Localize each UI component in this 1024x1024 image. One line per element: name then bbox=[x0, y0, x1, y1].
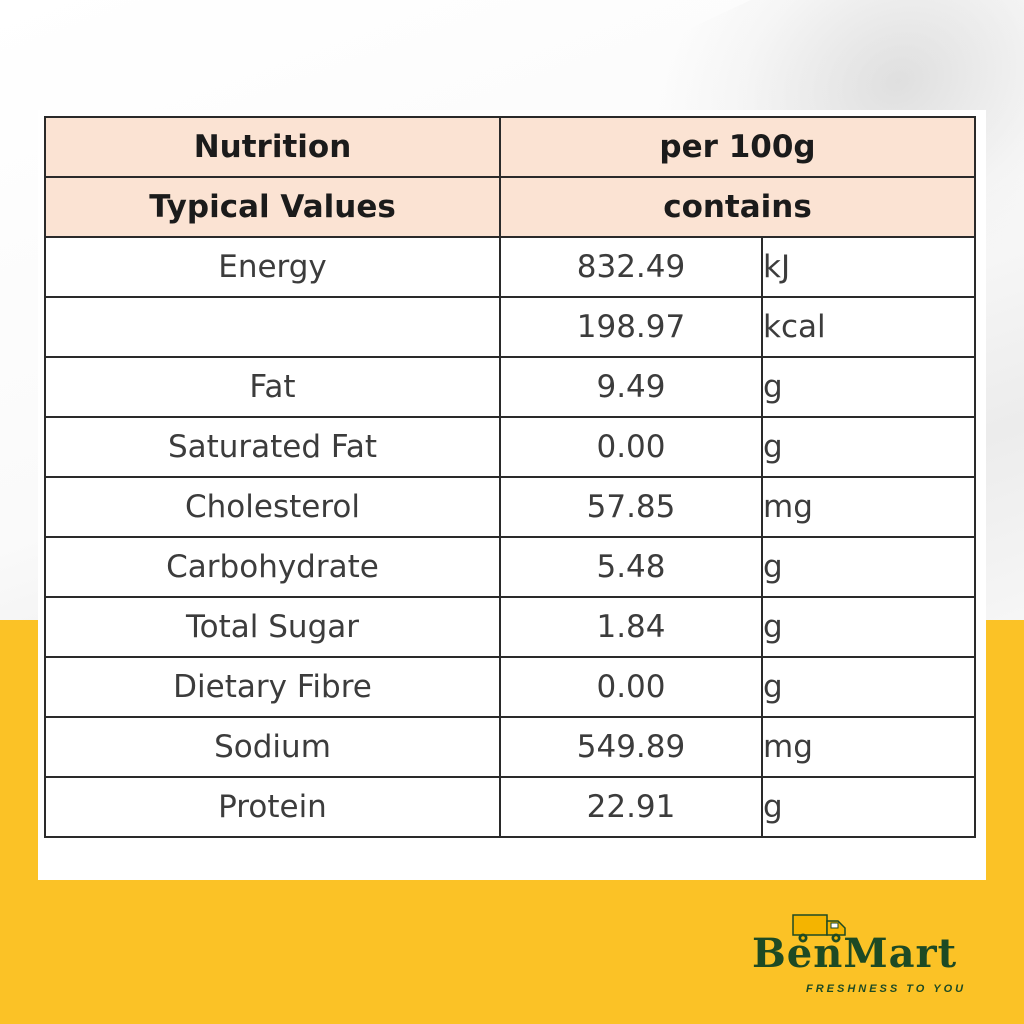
nutrient-name: Saturated Fat bbox=[44, 416, 501, 478]
table-row: Sodium 549.89 mg bbox=[44, 716, 977, 778]
header-per-100g: per 100g bbox=[498, 116, 977, 178]
nutrient-unit: g bbox=[760, 536, 977, 598]
nutrient-name: Fat bbox=[44, 356, 501, 418]
nutrient-unit: kcal bbox=[760, 296, 977, 358]
table-row: Energy 832.49 kJ bbox=[44, 236, 977, 298]
nutrient-unit: mg bbox=[760, 476, 977, 538]
nutrient-value: 57.85 bbox=[499, 476, 763, 538]
benmart-logo: BenMart FRESHNESS TO YOU bbox=[752, 910, 1002, 1010]
table-row: Dietary Fibre 0.00 g bbox=[44, 656, 977, 718]
nutrient-value: 549.89 bbox=[499, 716, 763, 778]
nutrient-value: 22.91 bbox=[499, 776, 763, 838]
table-header-row: Nutrition per 100g bbox=[44, 116, 977, 178]
brand-tagline: FRESHNESS TO YOU bbox=[806, 983, 967, 995]
nutrient-value: 832.49 bbox=[499, 236, 763, 298]
table-row: Cholesterol 57.85 mg bbox=[44, 476, 977, 538]
nutrient-value: 0.00 bbox=[499, 656, 763, 718]
nutrient-name: Energy bbox=[44, 236, 501, 298]
nutrient-unit: mg bbox=[760, 716, 977, 778]
nutrient-name: Protein bbox=[44, 776, 501, 838]
nutrient-unit: g bbox=[760, 776, 977, 838]
nutrient-value: 198.97 bbox=[499, 296, 763, 358]
nutrient-unit: g bbox=[760, 356, 977, 418]
header-nutrition: Nutrition bbox=[44, 116, 501, 178]
nutrient-name: Total Sugar bbox=[44, 596, 501, 658]
nutrition-table: Nutrition per 100g Typical Values contai… bbox=[44, 116, 977, 838]
nutrient-value: 1.84 bbox=[499, 596, 763, 658]
table-row: Saturated Fat 0.00 g bbox=[44, 416, 977, 478]
nutrient-unit: g bbox=[760, 416, 977, 478]
table-row: Protein 22.91 g bbox=[44, 776, 977, 838]
nutrient-unit: g bbox=[760, 596, 977, 658]
brand-name: BenMart bbox=[752, 930, 958, 977]
nutrient-name: Dietary Fibre bbox=[44, 656, 501, 718]
header-contains: contains bbox=[498, 176, 977, 238]
table-body: Energy 832.49 kJ 198.97 kcal Fat 9.49 g … bbox=[44, 236, 977, 838]
nutrient-unit: g bbox=[760, 656, 977, 718]
table-header-row: Typical Values contains bbox=[44, 176, 977, 238]
nutrient-value: 0.00 bbox=[499, 416, 763, 478]
table-row: Total Sugar 1.84 g bbox=[44, 596, 977, 658]
header-typical-values: Typical Values bbox=[44, 176, 501, 238]
nutrient-name: Carbohydrate bbox=[44, 536, 501, 598]
table-row: Fat 9.49 g bbox=[44, 356, 977, 418]
nutrient-name bbox=[44, 296, 501, 358]
table-row: Carbohydrate 5.48 g bbox=[44, 536, 977, 598]
nutrient-name: Cholesterol bbox=[44, 476, 501, 538]
nutrient-value: 9.49 bbox=[499, 356, 763, 418]
nutrient-unit: kJ bbox=[760, 236, 977, 298]
nutrient-name: Sodium bbox=[44, 716, 501, 778]
delivery-truck-icon bbox=[792, 914, 846, 943]
nutrient-value: 5.48 bbox=[499, 536, 763, 598]
table-row: 198.97 kcal bbox=[44, 296, 977, 358]
